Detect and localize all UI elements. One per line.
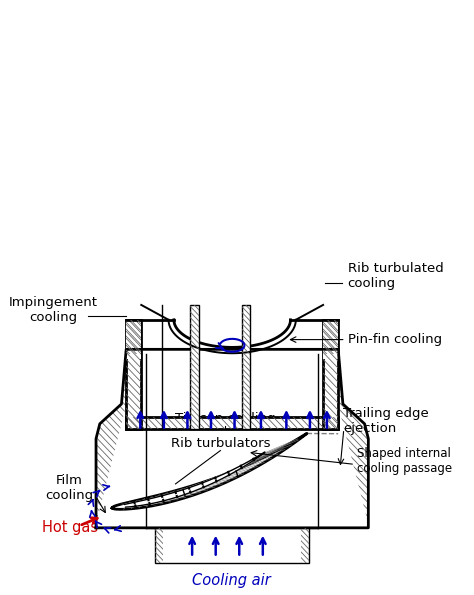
Text: Cooling air: Cooling air: [192, 573, 271, 588]
Text: Rib turbulators: Rib turbulators: [171, 437, 270, 450]
Bar: [323, 320, 338, 429]
Bar: [126, 320, 141, 359]
Text: Impingement
cooling: Impingement cooling: [9, 296, 98, 324]
Bar: [126, 320, 141, 429]
Text: Shaped internal cooling passage: Shaped internal cooling passage: [357, 447, 452, 475]
Bar: [126, 320, 141, 429]
Bar: [126, 417, 338, 429]
Polygon shape: [125, 452, 265, 507]
Bar: [242, 305, 250, 429]
Bar: [141, 320, 323, 429]
Bar: [301, 528, 309, 562]
Bar: [323, 320, 338, 355]
Bar: [190, 305, 199, 429]
Text: Film
cooling: Film cooling: [46, 474, 94, 502]
Text: Tip cap cooling: Tip cap cooling: [175, 412, 275, 425]
Bar: [141, 305, 323, 353]
Bar: [126, 417, 338, 429]
Polygon shape: [96, 349, 368, 528]
Bar: [190, 305, 199, 429]
Text: Hot gas: Hot gas: [42, 521, 98, 536]
Bar: [242, 305, 250, 429]
Polygon shape: [112, 433, 307, 509]
Bar: [155, 528, 309, 562]
Bar: [155, 528, 163, 562]
Bar: [323, 320, 338, 429]
Bar: [323, 320, 338, 359]
Text: Pin-fin cooling: Pin-fin cooling: [347, 333, 442, 346]
Bar: [126, 320, 141, 355]
Text: Trailing edge
ejection: Trailing edge ejection: [343, 407, 428, 435]
Text: Rib turbulated
cooling: Rib turbulated cooling: [347, 262, 443, 290]
